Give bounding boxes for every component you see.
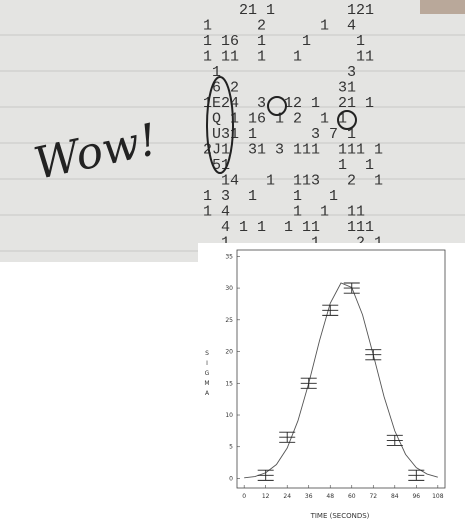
x-tick-label: 36 (305, 493, 313, 500)
printout-row: 1 16 1 1 1 (203, 33, 365, 50)
plot: 0 12 24 36 48 60 72 84 96 108 0 5 10 15 20 25 30 35 (225, 253, 443, 500)
x-tick-label: 0 (242, 493, 246, 500)
y-tick-label: 30 (225, 285, 233, 292)
y-tick-label: 20 (225, 349, 233, 356)
x-tick-label: 96 (412, 493, 420, 500)
y-tick-label: 35 (225, 253, 233, 260)
circle-mark (337, 110, 357, 130)
printout-row: 6 2 31 (203, 80, 356, 97)
y-axis-label: SIGMA (204, 350, 211, 400)
corner-photo (420, 0, 465, 14)
printout-row: 1E24 3 12 1 21 1 (203, 95, 374, 112)
printout-row: 14 1 113 2 1 (203, 173, 383, 190)
printout-row: 4 1 1 1 11 111 (203, 219, 374, 236)
y-tick-label: 5 (229, 444, 233, 451)
y-tick-label: 0 (229, 475, 233, 482)
x-tick-label: 72 (369, 493, 377, 500)
y-tick-label: 10 (225, 412, 233, 419)
x-axis-label: TIME (SECONDS) (310, 512, 370, 520)
circle-mark (206, 76, 234, 174)
x-tick-label: 60 (348, 493, 356, 500)
printout-row: 1 11 1 1 11 (203, 49, 374, 66)
printout-row: U31 1 3 7 1 (203, 126, 356, 143)
x-tick-label: 108 (432, 493, 444, 500)
x-tick-label: 12 (262, 493, 270, 500)
printout-row: Q 1 16 1 2 1 1 (203, 111, 347, 128)
fit-curve (244, 282, 438, 479)
printout-row: 51 1 1 (203, 157, 374, 174)
chart-panel (198, 243, 465, 524)
y-tick-label: 25 (225, 317, 233, 324)
circle-mark (267, 96, 287, 116)
printout-row: 2J1 31 3 111 111 1 (203, 142, 383, 159)
printout-row: 21 1 121 (203, 2, 374, 19)
x-tick-label: 84 (391, 493, 399, 500)
printout-row: 1 3 (203, 64, 356, 81)
printout-row: 1 4 1 1 11 (203, 204, 365, 221)
printout-row: 1 2 1 4 (203, 18, 356, 35)
printout-row: 1 3 1 1 1 (203, 188, 338, 205)
x-tick-label: 48 (326, 493, 334, 500)
x-tick-label: 24 (283, 493, 291, 500)
y-tick-label: 15 (225, 380, 233, 387)
plot-frame (236, 249, 446, 489)
